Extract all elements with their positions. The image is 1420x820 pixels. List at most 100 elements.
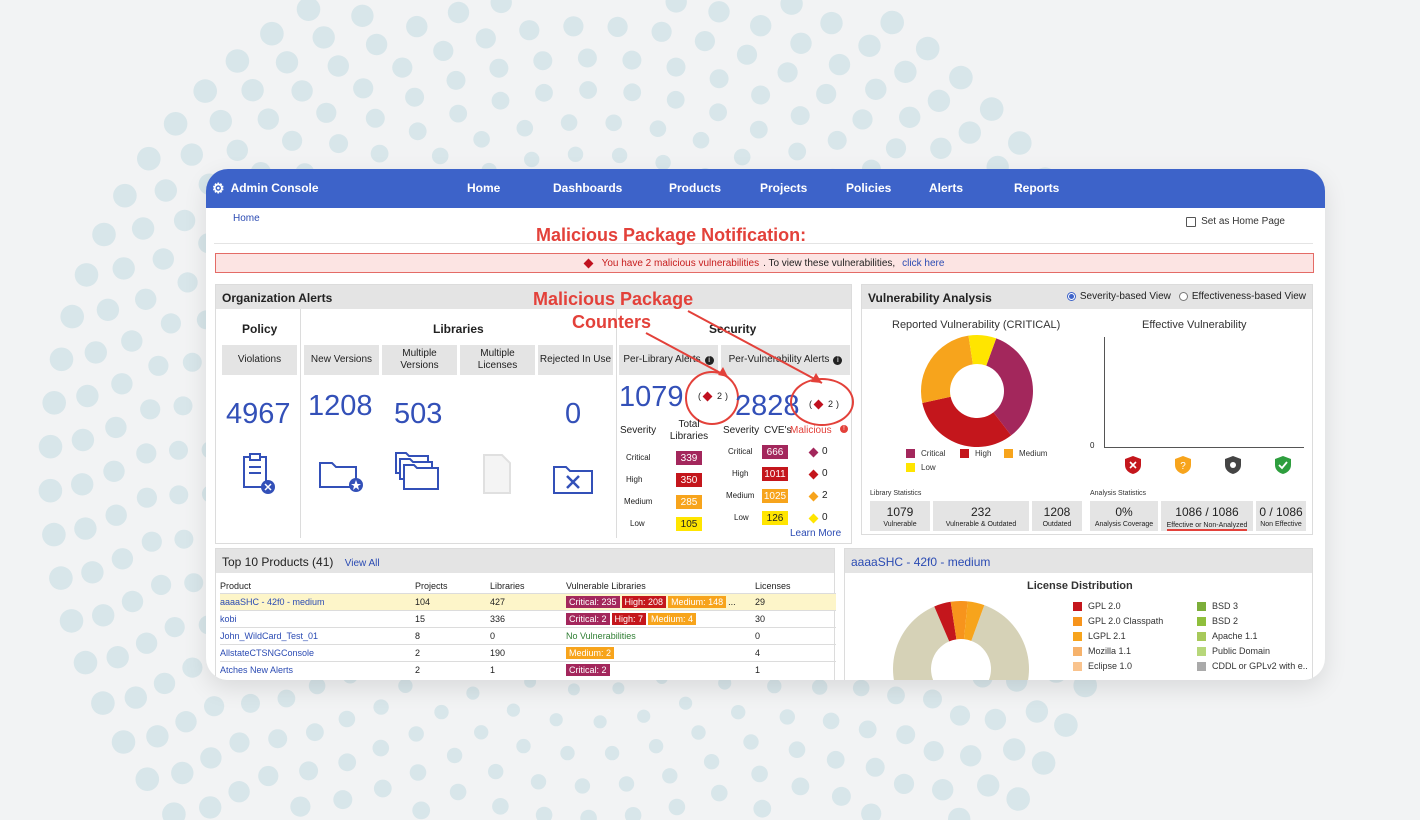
severity-tag[interactable]: High: 208 (621, 595, 667, 608)
license-legend-item: BSD 3 (1197, 601, 1238, 611)
col-libraries[interactable]: Libraries (490, 580, 525, 591)
nav-dashboards[interactable]: Dashboards (553, 181, 623, 195)
col-vulnerable-libraries[interactable]: Vulnerable Libraries (566, 580, 646, 591)
background-dot (42, 522, 66, 547)
per-library-count[interactable]: 1079 (619, 381, 684, 413)
severity-view-label[interactable]: Severity-based View (1079, 291, 1171, 302)
reported-vuln-title: Reported Vulnerability (CRITICAL) (892, 319, 1061, 331)
table-row[interactable]: kobi 15 336 Critical: 2 High: 7 Medium: 4 30 (220, 609, 836, 627)
breadcrumb[interactable]: Home (233, 213, 260, 224)
nav-reports[interactable]: Reports (1014, 181, 1060, 195)
product-link[interactable]: Atches New Alerts (220, 664, 294, 675)
background-dot (373, 699, 389, 715)
cve-medium-count[interactable]: 1025 (762, 489, 788, 503)
license-panel-title[interactable]: aaaaSHC - 42f0 - medium (845, 549, 1312, 573)
lib-medium-count[interactable]: 285 (676, 495, 702, 509)
background-dot (788, 741, 806, 758)
col-product[interactable]: Product (220, 580, 252, 591)
stat-vulnerable-outdated[interactable]: 232 Vulnerable & Outdated (933, 501, 1029, 531)
table-row[interactable]: aaaaSHC - 42f0 - medium 104 427 Critical: 2… (220, 592, 836, 610)
cve-low-count[interactable]: 126 (762, 511, 788, 525)
col-projects[interactable]: Projects (415, 580, 448, 591)
mal-critical-count[interactable]: 0 (822, 446, 828, 457)
background-dot (113, 183, 137, 208)
violations-count[interactable]: 4967 (226, 398, 291, 430)
license-swatch (1073, 646, 1082, 656)
severity-tag[interactable]: Critical: 2 (566, 612, 610, 625)
license-slice-lgpl21[interactable] (963, 601, 985, 641)
home-page-checkbox[interactable] (1186, 216, 1197, 227)
severity-tag[interactable]: Medium: 2 (566, 646, 615, 659)
license-legend-item: CDDL or GPLv2 with e.. (1197, 661, 1308, 671)
lib-low-count[interactable]: 105 (676, 517, 702, 531)
product-link[interactable]: kobi (220, 613, 237, 624)
background-dot (711, 784, 728, 802)
background-dot (753, 799, 772, 818)
multiple-versions-count[interactable]: 503 (394, 398, 443, 430)
severity-tag[interactable]: Medium: 4 (648, 612, 697, 625)
background-dot (812, 679, 828, 695)
severity-tag[interactable]: Critical: 2 (566, 663, 610, 676)
background-dot (299, 761, 319, 781)
per-vuln-count[interactable]: 2828 (735, 390, 800, 422)
background-dot (105, 504, 127, 526)
effectiveness-view-radio[interactable] (1178, 292, 1188, 301)
learn-more-link[interactable]: Learn More (790, 528, 842, 539)
cve-critical-count[interactable]: 666 (762, 445, 788, 459)
license-slice-gpl2-classpath[interactable] (950, 601, 968, 640)
info-icon[interactable]: i (833, 355, 843, 365)
background-dot (709, 69, 729, 89)
set-home-page-toggle[interactable]: Set as Home Page (1186, 216, 1285, 227)
table-row[interactable]: John_WildCard_Test_01 8 0 No Vulnerabilitie… (220, 626, 836, 644)
rejected-in-use-count[interactable]: 0 (565, 398, 582, 430)
banner-link[interactable]: click here (902, 257, 945, 269)
stat-analysis-coverage[interactable]: 0% Analysis Coverage (1090, 501, 1158, 531)
malicious-info-icon[interactable]: ! (840, 425, 848, 433)
admin-console-link[interactable]: ⚙ Admin Console (212, 181, 319, 195)
product-link[interactable]: aaaaSHC - 42f0 - medium (220, 596, 325, 607)
stat-outdated[interactable]: 1208 Outdated (1032, 501, 1082, 531)
col-licenses[interactable]: Licenses (755, 580, 791, 591)
stat-effective-non-analyzed[interactable]: 1086 / 1086 Effective or Non-Analyzed (1161, 501, 1253, 531)
shield-x-icon (1125, 456, 1141, 474)
severity-view-radio[interactable] (1066, 292, 1076, 301)
background-dot (473, 131, 490, 148)
info-icon[interactable]: i (704, 355, 714, 365)
nav-home[interactable]: Home (467, 181, 501, 195)
nav-projects[interactable]: Projects (760, 181, 808, 195)
severity-tag[interactable]: Critical: 235 (566, 595, 620, 608)
mal-medium-count[interactable]: 2 (822, 490, 828, 501)
new-versions-count[interactable]: 1208 (308, 390, 373, 422)
lib-critical-count[interactable]: 339 (676, 451, 702, 465)
background-dot (560, 745, 575, 761)
donut-slice-medium[interactable] (921, 335, 973, 403)
license-slice-other[interactable] (893, 605, 1029, 680)
background-dot (827, 130, 847, 150)
license-slice-gpl2[interactable] (934, 601, 957, 642)
lib-high-count[interactable]: 350 (676, 473, 702, 487)
effectiveness-view-label[interactable]: Effectiveness-based View (1191, 291, 1306, 302)
view-all-link[interactable]: View All (344, 558, 380, 569)
mal-high-count[interactable]: 0 (822, 468, 828, 479)
stat-non-effective[interactable]: 0 / 1086 Non Effective (1256, 501, 1306, 531)
nav-products[interactable]: Products (669, 181, 722, 195)
background-dot (822, 712, 840, 730)
donut-slice-low[interactable] (968, 335, 997, 366)
nav-alerts[interactable]: Alerts (929, 181, 964, 195)
nav-policies[interactable]: Policies (846, 181, 892, 195)
background-dot (351, 4, 374, 27)
mal-low-count[interactable]: 0 (822, 512, 828, 523)
product-link[interactable]: John_WildCard_Test_01 (220, 630, 319, 641)
background-dot (662, 768, 678, 784)
cve-high-count[interactable]: 1011 (762, 467, 788, 481)
donut-slice-high[interactable] (922, 396, 1012, 447)
product-link[interactable]: AllstateCTSNGConsole (220, 647, 315, 658)
table-row[interactable]: AllstateCTSNGConsole 2 190 Medium: 2 4 (220, 643, 836, 661)
stat-vulnerable[interactable]: 1079 Vulnerable (870, 501, 930, 531)
background-dot (96, 298, 120, 321)
donut-slice-critical[interactable] (986, 338, 1033, 436)
more-ellipsis: ... (728, 596, 736, 607)
severity-tag[interactable]: High: 7 (611, 612, 647, 625)
severity-tag[interactable]: Medium: 148 (668, 595, 727, 608)
